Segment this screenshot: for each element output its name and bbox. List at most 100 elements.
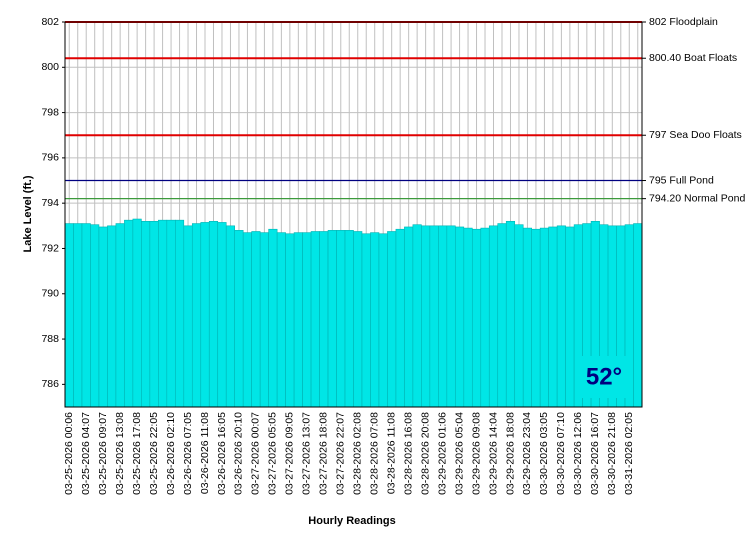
x-tick-label: 03-29-2026 01:06 (436, 412, 448, 495)
bar (124, 219, 134, 408)
bar (302, 232, 312, 408)
bar (463, 227, 473, 408)
bar (276, 232, 286, 408)
labels: 786 788 790 792 794 796 798 800 802 03-25-2026 00… (41, 16, 745, 495)
reference-label: 795 Full Pond (649, 174, 714, 186)
x-tick-label: 03-25-2026 17:08 (131, 412, 143, 495)
bar (361, 233, 371, 408)
bar (73, 223, 83, 408)
x-tick-label: 03-30-2026 07:10 (555, 412, 567, 495)
x-tick-label: 03-29-2026 18:08 (504, 412, 516, 495)
bar (488, 225, 499, 408)
bar (183, 225, 193, 408)
bar (522, 227, 532, 408)
bar (344, 230, 354, 408)
x-tick-label: 03-31-2026 02:05 (623, 412, 635, 495)
bar (225, 225, 236, 408)
x-axis-title: Hourly Readings (308, 515, 395, 527)
bar (404, 226, 414, 408)
bar (370, 232, 380, 408)
y-tick-label: 786 (41, 378, 59, 390)
bar (234, 230, 244, 408)
y-tick-label: 794 (41, 197, 59, 209)
x-tick-label: 03-29-2026 05:04 (453, 412, 465, 495)
x-tick-label: 03-26-2026 02:10 (165, 412, 177, 495)
x-tick-label: 03-27-2026 00:07 (250, 412, 262, 495)
x-tick-label: 03-26-2026 16:05 (216, 412, 228, 495)
x-tick-label: 03-28-2026 07:08 (368, 412, 380, 495)
bar (514, 224, 524, 408)
reference-lines (65, 21, 646, 200)
bar (81, 223, 91, 408)
bar (505, 220, 516, 408)
bar (565, 226, 575, 408)
bar (64, 223, 74, 408)
bar (259, 232, 269, 408)
x-tick-label: 03-30-2026 03:05 (538, 412, 550, 495)
bar (480, 227, 490, 408)
bar (98, 226, 108, 408)
x-tick-label: 03-27-2026 13:07 (301, 412, 313, 495)
y-axis-title: Lake Level (ft.) (22, 175, 34, 252)
bar (217, 222, 227, 408)
x-tick-label: 03-27-2026 18:08 (318, 412, 330, 495)
temperature-badge (578, 356, 630, 398)
temperature-text: 52° (586, 363, 622, 390)
x-tick-label: 03-25-2026 09:07 (97, 412, 109, 495)
bar (208, 220, 219, 408)
bar (531, 228, 541, 408)
reference-label: 802 Floodplain (649, 16, 718, 28)
bar (175, 219, 185, 408)
y-tick-label: 788 (41, 333, 59, 345)
x-tick-label: 03-25-2026 22:05 (148, 412, 160, 495)
bar (353, 231, 363, 408)
bar (327, 230, 337, 408)
x-tick-label: 03-26-2026 11:08 (199, 412, 211, 494)
bar (548, 226, 558, 408)
bar (141, 220, 151, 408)
bar (200, 222, 210, 408)
bar (455, 226, 465, 408)
x-tick-label: 03-25-2026 13:08 (114, 412, 126, 495)
x-tick-label: 03-28-2026 02:08 (352, 412, 364, 495)
y-tick-label: 796 (41, 152, 59, 164)
bar (556, 225, 566, 408)
x-tick-label: 03-25-2026 04:07 (80, 412, 92, 495)
bar (497, 223, 507, 408)
bar (633, 223, 643, 408)
x-tick-label: 03-27-2026 22:07 (335, 412, 347, 495)
x-tick-label: 03-26-2026 20:10 (233, 412, 245, 495)
bar (268, 228, 278, 408)
x-tick-label: 03-30-2026 16:07 (589, 412, 601, 495)
x-tick-label: 03-29-2026 23:04 (521, 412, 533, 495)
bar (539, 227, 549, 408)
bar (446, 225, 456, 408)
reference-label: 797 Sea Doo Floats (649, 129, 742, 141)
x-tick-label: 03-28-2026 20:08 (419, 412, 431, 495)
y-tick-label: 790 (41, 288, 59, 300)
x-tick-label: 03-30-2026 21:08 (606, 412, 618, 495)
bar (395, 228, 405, 408)
bar (421, 225, 431, 408)
bar (438, 225, 448, 408)
x-tick-label: 03-28-2026 16:08 (402, 412, 414, 495)
bar (107, 225, 117, 408)
area-bars (64, 218, 643, 408)
reference-label: 794.20 Normal Pond (649, 192, 745, 204)
bar (166, 219, 176, 408)
x-tick-label: 03-26-2026 07:05 (182, 412, 194, 495)
bar (471, 228, 482, 408)
bar (429, 225, 439, 408)
x-tick-label: 03-27-2026 05:05 (267, 412, 279, 495)
y-tick-label: 792 (41, 242, 59, 254)
y-tick-label: 802 (41, 16, 59, 28)
bar (285, 233, 295, 408)
bar (293, 232, 303, 408)
bar (251, 231, 261, 408)
x-tick-label: 03-27-2026 09:05 (284, 412, 296, 495)
x-tick-label: 03-25-2026 00:06 (63, 412, 75, 495)
bar (158, 219, 168, 408)
bar (310, 231, 320, 408)
bar (149, 220, 159, 408)
